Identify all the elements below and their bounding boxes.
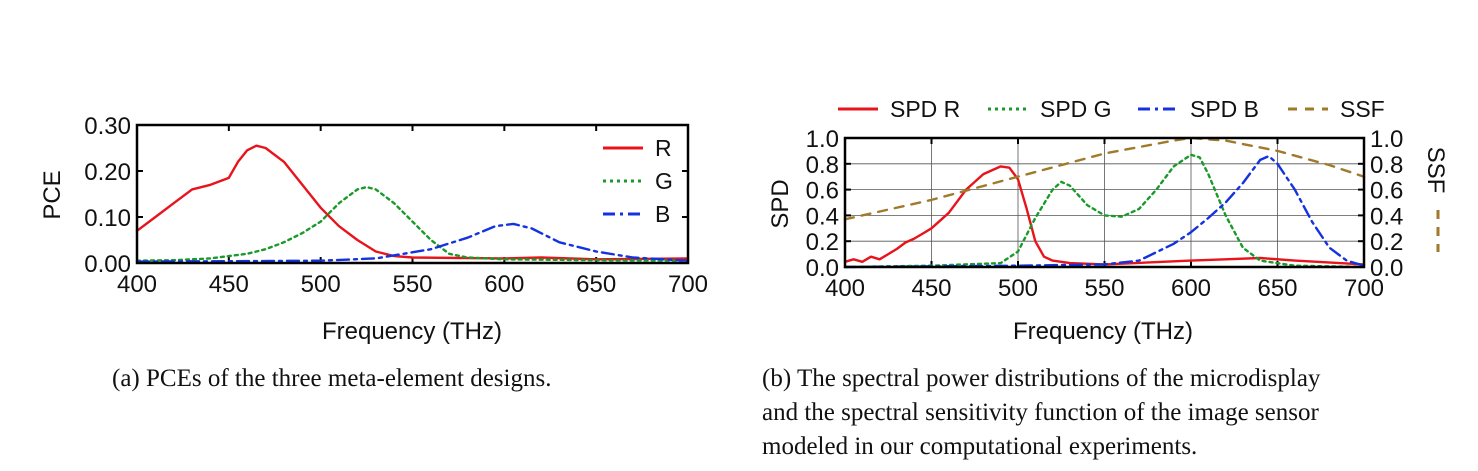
chart-b-xtick-label-700: 700 xyxy=(1344,275,1384,302)
chart-b-xtick-label-500: 500 xyxy=(998,275,1038,302)
chart-a-series-r-line xyxy=(135,144,690,261)
caption-b-line-1: (b) The spectral power distributions of … xyxy=(762,365,1321,392)
chart-b-series-ssf-line xyxy=(843,136,1366,221)
chart-b-ytick-right-label-2: 0.4 xyxy=(1370,203,1403,230)
chart-a-xtick-label-700: 700 xyxy=(668,271,708,298)
chart-a-xtick-label-550: 550 xyxy=(392,271,432,298)
chart-b-ylabel-right: SSF xyxy=(1422,147,1449,194)
chart-a-ytick-label-1: 0.10 xyxy=(84,205,131,232)
chart-b-ytick-label-5: 1.0 xyxy=(806,126,839,153)
chart-a-xtick-label-600: 600 xyxy=(484,271,524,298)
chart-a-ylabel: PCE xyxy=(39,170,66,219)
caption-b-line-2: and the spectral sensitivity function of… xyxy=(762,399,1319,426)
chart-a-ytick-label-3: 0.30 xyxy=(84,113,131,140)
chart-b-ytick-right-label-1: 0.2 xyxy=(1370,229,1403,256)
chart-a-ytick-label-2: 0.20 xyxy=(84,159,131,186)
chart-b-plot-frame xyxy=(843,136,1366,269)
caption-a: (a) PCEs of the three meta-element desig… xyxy=(112,365,552,392)
chart-b-xtick-label-600: 600 xyxy=(1171,275,1211,302)
chart-b-legend: SPD R SPD G SPD B SSF xyxy=(838,96,1385,122)
caption-b-line-3: modeled in our computational experiments… xyxy=(762,433,1198,460)
chart-b-ytick-label-4: 0.8 xyxy=(806,152,839,179)
chart-b-ytick-label-1: 0.2 xyxy=(806,229,839,256)
chart-b-xtick-label-650: 650 xyxy=(1257,275,1297,302)
chart-b-ytick-right-label-3: 0.6 xyxy=(1370,178,1403,205)
chart-b-legend-label-spd-g: SPD G xyxy=(1040,96,1112,122)
chart-b-ytick-right-label-4: 0.8 xyxy=(1370,152,1403,179)
chart-b-legend-label-ssf: SSF xyxy=(1340,96,1385,122)
chart-a-xlabel: Frequency (THz) xyxy=(322,318,502,345)
chart-b-legend-label-spd-r: SPD R xyxy=(890,96,960,122)
chart-b-ytick-right-label-5: 1.0 xyxy=(1370,126,1403,153)
chart-b-xlabel: Frequency (THz) xyxy=(1013,318,1193,345)
chart-a-ytick-label-0: 0.00 xyxy=(84,251,131,278)
chart-a-series-g-line xyxy=(135,185,690,262)
chart-a-xtick-label-500: 500 xyxy=(301,271,341,298)
chart-b-series-spd-b-line xyxy=(843,154,1366,269)
chart-a-xtick-label-450: 450 xyxy=(209,271,249,298)
chart-a-pce: 400 450 500 550 600 650 700 0.00 0.10 0.20 0.30 RG… xyxy=(39,113,708,345)
chart-b-legend-label-spd-b: SPD B xyxy=(1190,96,1259,122)
chart-b-xtick-label-450: 450 xyxy=(911,275,951,302)
chart-b-ylabel: SPD xyxy=(767,179,794,228)
chart-b-ytick-right-label-0: 0.0 xyxy=(1370,255,1403,282)
caption-b: (b) The spectral power distributions of … xyxy=(762,362,1320,464)
chart-a-legend-label-g: G xyxy=(655,168,673,194)
chart-a-legend-label-b: B xyxy=(655,201,670,227)
chart-a-xtick-label-650: 650 xyxy=(576,271,616,298)
chart-a-xtick-label-400: 400 xyxy=(117,271,157,298)
chart-a-legend-label-r: R xyxy=(655,135,672,161)
chart-b-grid xyxy=(845,138,1364,267)
chart-a-legend: RGB xyxy=(603,135,673,227)
chart-a-series-b-line xyxy=(135,222,690,263)
chart-b-series-spd-r-line xyxy=(843,165,1366,266)
chart-b-ytick-label-0: 0.0 xyxy=(806,255,839,282)
chart-b-xtick-label-400: 400 xyxy=(825,275,865,302)
chart-b-ytick-label-2: 0.4 xyxy=(806,203,839,230)
chart-b-ytick-label-3: 0.6 xyxy=(806,178,839,205)
chart-b-xtick-label-550: 550 xyxy=(1084,275,1124,302)
chart-a-plot-frame xyxy=(135,123,690,265)
chart-b-series-spd-g-line xyxy=(843,153,1366,269)
